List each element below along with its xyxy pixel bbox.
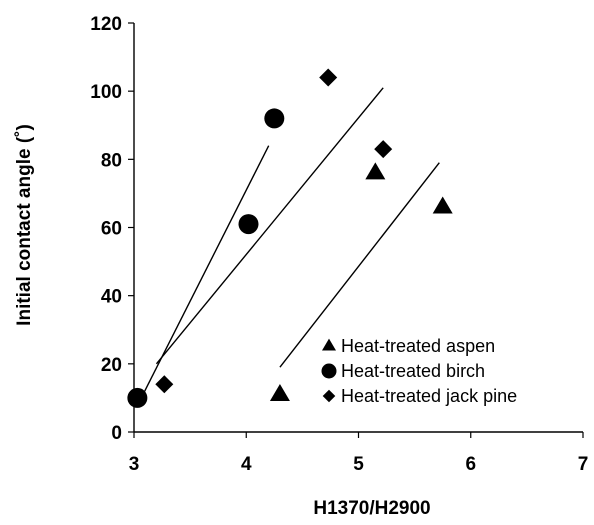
legend-marker-heat-treated-aspen xyxy=(322,338,336,351)
data-point-heat-treated-aspen xyxy=(432,196,453,214)
legend-marker-heat-treated-birch xyxy=(321,363,337,379)
trendline-heat-treated-birch xyxy=(142,145,270,395)
data-point-heat-treated-aspen xyxy=(269,383,290,401)
y-tick-label: 60 xyxy=(101,219,122,240)
trendlines xyxy=(142,87,440,395)
data-point-heat-treated-jack-pine xyxy=(374,140,393,159)
y-tick-label: 120 xyxy=(90,14,122,35)
data-point-heat-treated-birch xyxy=(238,214,259,235)
y-tick-label: 40 xyxy=(101,287,122,308)
trendline-heat-treated-aspen xyxy=(279,162,440,368)
legend-item-heat-treated-aspen xyxy=(322,338,336,351)
legend-item-heat-treated-jack-pine xyxy=(322,389,336,403)
y-axis-ticks: 0 20 40 60 80 100 120 xyxy=(90,14,134,444)
legend-item-heat-treated-birch xyxy=(321,363,337,379)
legend-marker-heat-treated-jack-pine xyxy=(322,389,336,403)
legend-label-heat-treated-aspen: Heat-treated aspen xyxy=(341,336,495,356)
y-tick-label: 20 xyxy=(101,355,122,376)
x-tick-label: 6 xyxy=(465,454,476,475)
x-tick-label: 5 xyxy=(353,454,364,475)
y-tick-label: 0 xyxy=(111,423,122,444)
data-points xyxy=(127,68,453,408)
legend-label-heat-treated-jack-pine: Heat-treated jack pine xyxy=(341,386,517,406)
data-point-heat-treated-jack-pine xyxy=(319,68,338,87)
x-axis-title: H1370/H2900 xyxy=(313,498,430,519)
data-point-heat-treated-birch xyxy=(264,108,285,129)
x-tick-label: 3 xyxy=(129,454,140,475)
x-tick-label: 4 xyxy=(241,454,252,475)
y-axis-title: Initial contact angle (˚) xyxy=(14,124,35,326)
data-point-heat-treated-aspen xyxy=(365,162,386,180)
y-tick-label: 100 xyxy=(90,82,122,103)
legend: Heat-treated aspen Heat-treated birch Heat… xyxy=(321,336,517,406)
legend-label-heat-treated-birch: Heat-treated birch xyxy=(341,361,485,381)
y-tick-label: 80 xyxy=(101,150,122,171)
trendline-heat-treated-jack-pine xyxy=(155,87,384,365)
data-point-heat-treated-jack-pine xyxy=(155,375,174,394)
x-axis-ticks: 3 4 5 6 7 xyxy=(129,432,589,475)
x-tick-label: 7 xyxy=(578,454,589,475)
data-point-heat-treated-birch xyxy=(127,387,148,408)
